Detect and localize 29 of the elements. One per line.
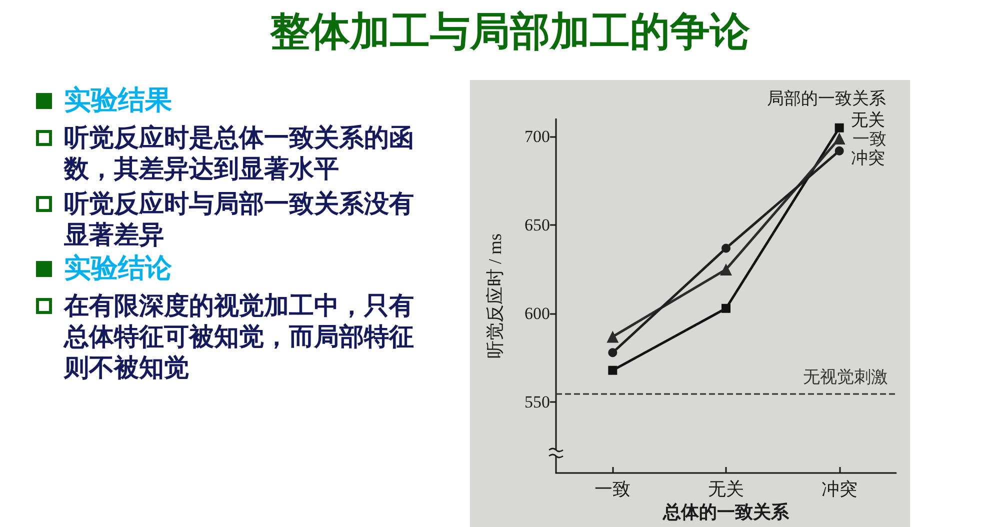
y-axis-title: 听觉反应时 / ms [485, 233, 505, 359]
ref-line-label: 无视觉刺激 [803, 367, 888, 386]
text: 在有限深度的视觉加工中，只有总体特征可被知觉，而局部特征则不被知觉 [64, 291, 414, 382]
y-tick-label: 700 [524, 127, 550, 146]
text: 听觉反应时是总体一致关系的函数，其差异达到显著水平 [64, 123, 414, 183]
x-tick-label: 一致 [594, 479, 631, 499]
series-label: 一致 [852, 130, 886, 149]
y-tick-label: 600 [524, 304, 550, 324]
legend-title: 局部的一致关系 [767, 89, 886, 108]
series-label: 无关 [850, 110, 885, 130]
x-tick-label: 无关 [708, 479, 744, 499]
point [834, 123, 844, 132]
y-tick-label: 550 [524, 392, 550, 412]
point [833, 132, 846, 144]
y-tick-label: 650 [524, 216, 550, 235]
chart-title: 整体加工与局部加工的争论 [269, 8, 751, 56]
text: 听觉反应时与局部一致关系没有显著差异 [64, 189, 414, 249]
series-label: 冲突 [850, 148, 885, 168]
point [834, 146, 844, 156]
point [722, 304, 730, 313]
text: 实验结果 [64, 85, 172, 116]
point [608, 366, 618, 375]
x-tick-label: 冲突 [821, 479, 858, 499]
point [720, 263, 732, 276]
text: 实验结论 [64, 253, 172, 284]
point [606, 330, 619, 343]
point [722, 244, 730, 253]
x-axis-title: 总体的一致关系 [662, 502, 790, 522]
point [608, 348, 618, 358]
